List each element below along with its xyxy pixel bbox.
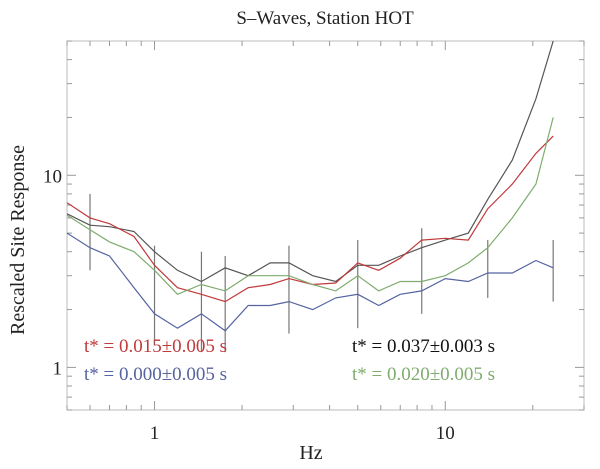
y-tick-label: 10 [43, 166, 62, 187]
annotations: t* = 0.015±0.005 s t* = 0.000±0.005 s t*… [84, 336, 495, 385]
annotation-tstar-green: t* = 0.020±0.005 s [352, 364, 495, 385]
series-line-4 [67, 232, 554, 332]
y-tick-label: 1 [53, 358, 63, 379]
annotation-tstar-black: t* = 0.037±0.003 s [352, 336, 495, 357]
annotation-tstar-red: t* = 0.015±0.005 s [84, 336, 227, 357]
y-axis-label: Rescaled Site Response [7, 145, 29, 335]
series-lines [67, 41, 554, 332]
series-line-1 [67, 41, 554, 283]
x-tick-label: 1 [150, 423, 160, 444]
x-tick-label: 10 [436, 423, 455, 444]
error-bars [89, 193, 554, 353]
annotation-tstar-blue: t* = 0.000±0.005 s [84, 364, 227, 385]
plot-frame [66, 40, 585, 411]
axis-ticks: 1 10 1 10 [43, 40, 585, 444]
chart-title: S–Waves, Station HOT [236, 8, 414, 29]
series-line-3 [67, 117, 554, 296]
x-axis-label: Hz [299, 442, 322, 464]
